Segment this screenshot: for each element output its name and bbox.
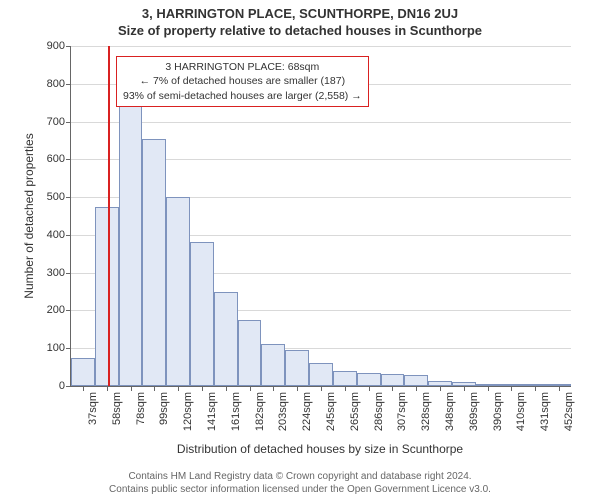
histogram-bar [381,374,405,386]
xtick-mark [154,386,155,391]
xtick-mark [392,386,393,391]
ytick-label: 700 [47,116,71,128]
xtick-label: 58sqm [111,392,123,425]
plot-area: 010020030040050060070080090037sqm58sqm78… [70,46,571,387]
chart-footer: Contains HM Land Registry data © Crown c… [0,470,600,496]
xtick-label: 224sqm [301,392,313,431]
xtick-mark [464,386,465,391]
xtick-label: 390sqm [492,392,504,431]
histogram-bar [309,363,333,386]
xtick-label: 78sqm [135,392,147,425]
xtick-mark [488,386,489,391]
gridline [71,122,571,123]
xtick-mark [178,386,179,391]
ytick-label: 200 [47,304,71,316]
x-axis-title: Distribution of detached houses by size … [177,442,463,456]
xtick-label: 431sqm [539,392,551,431]
xtick-label: 141sqm [206,392,218,431]
xtick-label: 328sqm [420,392,432,431]
footer-line-2: Contains public sector information licen… [0,483,600,496]
ytick-label: 900 [47,40,71,52]
xtick-mark [511,386,512,391]
histogram-bar [238,320,262,386]
reference-marker-line [108,46,110,386]
xtick-label: 37sqm [87,392,99,425]
ytick-label: 500 [47,191,71,203]
ytick-label: 100 [47,342,71,354]
ytick-label: 300 [47,267,71,279]
xtick-mark [416,386,417,391]
ytick-label: 600 [47,153,71,165]
callout-line: 93% of semi-detached houses are larger (… [123,89,362,103]
xtick-label: 245sqm [325,392,337,431]
histogram-bar [285,350,309,386]
xtick-mark [273,386,274,391]
xtick-mark [202,386,203,391]
xtick-mark [107,386,108,391]
histogram-bar [214,292,238,386]
xtick-mark [440,386,441,391]
callout-box: 3 HARRINGTON PLACE: 68sqm← 7% of detache… [116,56,369,107]
xtick-mark [297,386,298,391]
xtick-mark [345,386,346,391]
xtick-label: 161sqm [230,392,242,431]
ytick-label: 400 [47,229,71,241]
xtick-mark [369,386,370,391]
xtick-label: 286sqm [373,392,385,431]
xtick-mark [535,386,536,391]
xtick-label: 410sqm [515,392,527,431]
ytick-label: 0 [59,380,71,392]
histogram-bar [333,371,357,386]
xtick-label: 369sqm [468,392,480,431]
y-axis-title: Number of detached properties [22,133,36,298]
histogram-bar [71,358,95,386]
histogram-bar [166,197,190,386]
chart-title-sub: Size of property relative to detached ho… [0,21,600,38]
histogram-bar [357,373,381,386]
histogram-bar [119,99,143,386]
xtick-label: 182sqm [254,392,266,431]
xtick-label: 203sqm [277,392,289,431]
xtick-label: 452sqm [563,392,575,431]
xtick-mark [226,386,227,391]
xtick-label: 120sqm [182,392,194,431]
gridline [71,46,571,47]
histogram-bar [190,242,214,386]
histogram-bar [404,375,428,386]
xtick-mark [559,386,560,391]
chart-container: 3, HARRINGTON PLACE, SCUNTHORPE, DN16 2U… [0,0,600,500]
ytick-label: 800 [47,78,71,90]
chart-title-main: 3, HARRINGTON PLACE, SCUNTHORPE, DN16 2U… [0,0,600,21]
xtick-mark [131,386,132,391]
histogram-bar [261,344,285,386]
xtick-label: 99sqm [158,392,170,425]
xtick-mark [321,386,322,391]
xtick-mark [83,386,84,391]
xtick-mark [250,386,251,391]
histogram-bar [142,139,166,386]
xtick-label: 307sqm [396,392,408,431]
callout-line: 3 HARRINGTON PLACE: 68sqm [123,60,362,74]
xtick-label: 265sqm [349,392,361,431]
xtick-label: 348sqm [444,392,456,431]
footer-line-1: Contains HM Land Registry data © Crown c… [0,470,600,483]
callout-line: ← 7% of detached houses are smaller (187… [123,74,362,88]
